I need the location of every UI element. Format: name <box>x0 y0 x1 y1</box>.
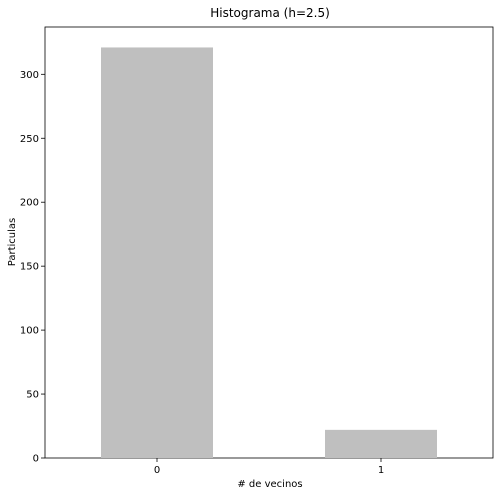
x-tick-label: 1 <box>378 465 384 476</box>
y-tick-label: 50 <box>26 390 39 401</box>
y-axis-ticks: 0 50 100 150 200 250 300 <box>20 70 45 465</box>
y-tick-label: 0 <box>33 454 39 465</box>
chart-title: Histograma (h=2.5) <box>210 6 330 20</box>
y-axis-label: Particulas <box>7 218 18 266</box>
bar-0 <box>101 47 213 458</box>
y-tick-label: 300 <box>20 70 39 81</box>
bars-group <box>101 47 437 458</box>
bar-1 <box>325 429 437 458</box>
x-tick-label: 0 <box>154 465 160 476</box>
y-tick-label: 250 <box>20 134 39 145</box>
y-tick-label: 100 <box>20 326 39 337</box>
y-tick-label: 200 <box>20 198 39 209</box>
x-axis-label: # de vecinos <box>237 479 302 490</box>
y-tick-label: 150 <box>20 262 39 273</box>
